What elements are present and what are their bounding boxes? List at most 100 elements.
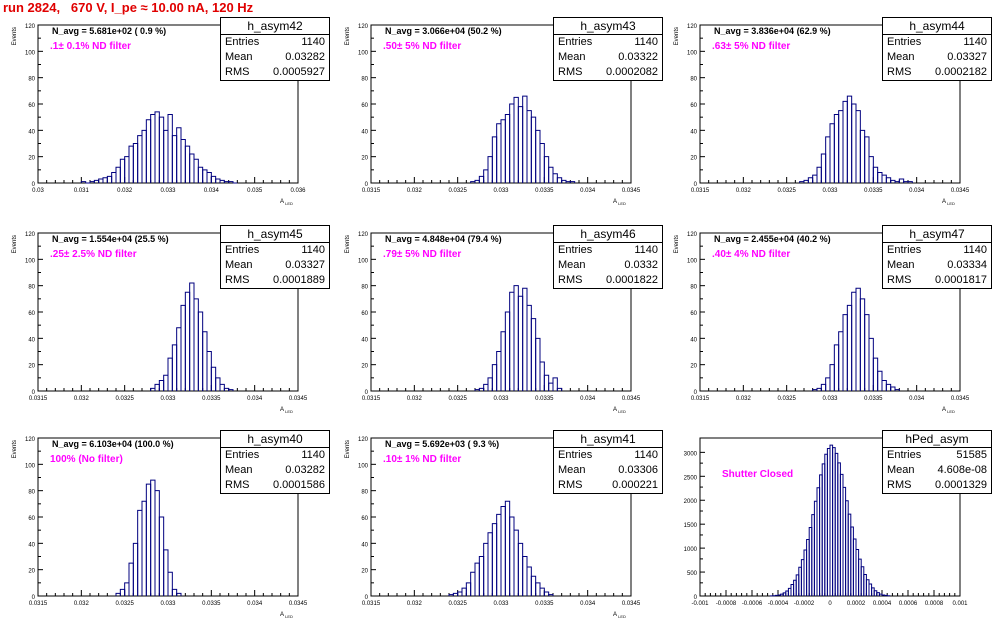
filter-label: .63± 5% ND filter	[712, 41, 790, 52]
stats-value: 1140	[634, 448, 658, 463]
histogram-bin	[172, 345, 176, 391]
histogram-bin	[159, 517, 163, 596]
histogram-bin	[553, 378, 557, 391]
histogram-bin	[488, 378, 492, 391]
x-tick-label: 0.033	[822, 396, 838, 402]
histogram-bin	[821, 154, 825, 183]
x-axis-title: A LED	[613, 407, 626, 414]
y-axis-title: Events	[674, 27, 680, 45]
navg-annotation: N_avg = 5.681e+02 ( 0.9 %)	[52, 26, 166, 36]
histogram-bin	[194, 299, 198, 391]
histogram-bin	[882, 175, 886, 183]
histogram-bin	[185, 292, 189, 391]
y-tick-label: 120	[687, 232, 698, 238]
x-tick-label: 0.0345	[622, 396, 641, 402]
histogram-bin	[865, 137, 869, 183]
histogram-bin	[808, 178, 812, 183]
x-tick-label: 0.0335	[535, 396, 554, 402]
histogram-bin	[501, 332, 505, 391]
stats-value: 1140	[963, 35, 987, 50]
histogram-bin	[155, 112, 159, 183]
histogram-bin	[834, 345, 838, 391]
y-tick-label: 500	[687, 571, 698, 577]
y-tick-label: 1000	[684, 547, 698, 553]
stats-value: 0.03334	[947, 258, 987, 273]
histogram-bin	[505, 312, 509, 391]
histogram-bin	[488, 533, 492, 596]
x-tick-label: 0.032	[736, 396, 752, 402]
histogram-bin	[146, 120, 150, 183]
x-tick-label: -0.0004	[768, 601, 789, 607]
histogram-bin	[216, 378, 220, 391]
histogram-bin	[869, 157, 873, 183]
histogram-bin	[527, 111, 531, 183]
histogram-bin	[869, 338, 873, 391]
histogram-bin	[536, 130, 540, 183]
y-tick-label: 120	[358, 437, 369, 443]
stats-label: Entries	[887, 448, 921, 463]
x-tick-label: 0.033	[493, 396, 509, 402]
histogram-bin	[185, 146, 189, 183]
y-axis-title: Events	[345, 235, 351, 253]
histogram-bin	[211, 367, 215, 391]
y-tick-label: 20	[361, 569, 368, 575]
stats-label: Entries	[558, 35, 592, 50]
x-tick-label: 0.03	[32, 188, 44, 194]
histogram-bin	[181, 305, 185, 391]
histogram-bin	[138, 136, 142, 183]
x-tick-label: 0.033	[160, 396, 176, 402]
y-tick-label: 60	[361, 311, 368, 317]
histogram-bin	[839, 332, 843, 391]
histogram-bin	[462, 588, 466, 596]
x-tick-label: 0.034	[247, 396, 263, 402]
y-tick-label: 100	[25, 50, 36, 56]
histogram-bin	[120, 159, 124, 183]
histogram-bin	[172, 589, 176, 596]
stats-value: 51585	[956, 448, 987, 463]
y-tick-label: 60	[361, 516, 368, 522]
histogram-bin	[492, 137, 496, 183]
histogram-bin	[873, 167, 877, 183]
histogram-bin	[120, 589, 124, 596]
y-tick-label: 2000	[684, 499, 698, 505]
stats-label: Mean	[887, 258, 915, 273]
stats-value: 0.0005927	[273, 65, 325, 80]
histogram-bin	[458, 592, 462, 596]
y-tick-label: 40	[361, 337, 368, 343]
x-tick-label: 0.032	[74, 396, 90, 402]
stats-value: 0.0002082	[606, 65, 658, 80]
histogram-bin	[501, 120, 505, 183]
stats-value: 0.000221	[612, 478, 658, 493]
y-tick-label: 80	[28, 285, 35, 291]
histogram-bin	[527, 567, 531, 596]
stats-value: 0.0332	[624, 258, 658, 273]
histogram-bin	[856, 288, 860, 391]
histogram-bin	[847, 96, 851, 183]
x-tick-label: 0.0345	[289, 396, 308, 402]
x-tick-label: -0.001	[691, 601, 709, 607]
x-tick-label: 0.0325	[448, 601, 467, 607]
y-tick-label: 80	[361, 285, 368, 291]
histogram-bin	[164, 375, 168, 391]
navg-annotation: N_avg = 2.455e+04 (40.2 %)	[714, 234, 831, 244]
x-tick-label: 0.0335	[535, 601, 554, 607]
histogram-name: h_asym40	[221, 431, 329, 448]
y-tick-label: 120	[358, 232, 369, 238]
histogram-bin	[510, 292, 514, 391]
y-tick-label: 100	[687, 258, 698, 264]
histogram-name: h_asym46	[554, 226, 662, 243]
stats-value: 4.608e-08	[937, 463, 987, 478]
y-tick-label: 40	[690, 337, 697, 343]
histogram-bin	[168, 358, 172, 391]
y-tick-label: 80	[690, 285, 697, 291]
histogram-name: h_asym43	[554, 18, 662, 35]
